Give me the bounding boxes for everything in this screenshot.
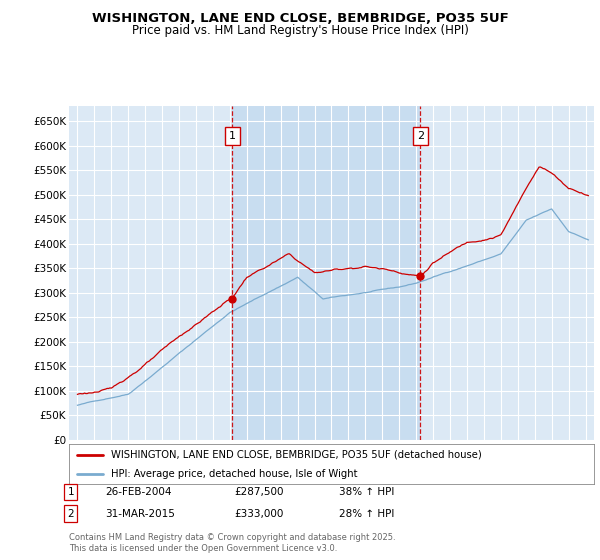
Text: 2: 2	[417, 131, 424, 141]
Bar	[232, 106, 421, 440]
Text: HPI: Average price, detached house, Isle of Wight: HPI: Average price, detached house, Isle…	[111, 469, 358, 478]
Text: 1: 1	[67, 487, 74, 497]
Text: 31-MAR-2015: 31-MAR-2015	[105, 508, 175, 519]
Text: 28% ↑ HPI: 28% ↑ HPI	[339, 508, 394, 519]
Text: £287,500: £287,500	[234, 487, 284, 497]
Text: WISHINGTON, LANE END CLOSE, BEMBRIDGE, PO35 5UF (detached house): WISHINGTON, LANE END CLOSE, BEMBRIDGE, P…	[111, 450, 482, 460]
Text: 1: 1	[229, 131, 236, 141]
Text: Contains HM Land Registry data © Crown copyright and database right 2025.
This d: Contains HM Land Registry data © Crown c…	[69, 533, 395, 553]
Text: £333,000: £333,000	[234, 508, 283, 519]
Text: Price paid vs. HM Land Registry's House Price Index (HPI): Price paid vs. HM Land Registry's House …	[131, 24, 469, 36]
Text: 26-FEB-2004: 26-FEB-2004	[105, 487, 172, 497]
Text: 2: 2	[67, 508, 74, 519]
Text: WISHINGTON, LANE END CLOSE, BEMBRIDGE, PO35 5UF: WISHINGTON, LANE END CLOSE, BEMBRIDGE, P…	[92, 12, 508, 25]
Text: 38% ↑ HPI: 38% ↑ HPI	[339, 487, 394, 497]
